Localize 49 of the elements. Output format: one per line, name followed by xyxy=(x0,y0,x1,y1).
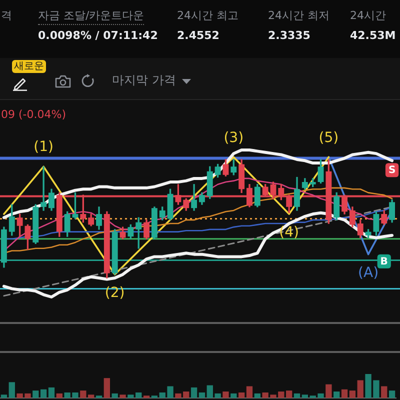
bar xyxy=(0,394,8,398)
bar xyxy=(349,390,356,398)
bar xyxy=(246,386,253,398)
bar xyxy=(302,394,308,398)
annotation: (A) xyxy=(358,264,379,281)
text: 자금 조달/카운트다운 xyxy=(38,9,144,26)
text: 24시간 xyxy=(350,9,386,22)
bar xyxy=(286,390,292,398)
text: 0.0098% / 07:11:42 xyxy=(38,29,158,42)
bar xyxy=(48,387,55,398)
bar xyxy=(120,394,126,398)
text: 격 xyxy=(1,9,12,22)
candlestick xyxy=(40,166,47,211)
text: 42.53M xyxy=(350,29,396,42)
text: 마지막 가격 xyxy=(112,73,176,88)
bar xyxy=(341,389,348,398)
bar xyxy=(198,392,206,398)
annotation: (5) xyxy=(318,130,339,146)
bar xyxy=(190,387,198,398)
bar xyxy=(8,382,15,398)
bar xyxy=(381,386,388,398)
annotation: (4) xyxy=(279,224,299,241)
text: 24시간 최저 xyxy=(268,9,330,22)
annotation: (2) xyxy=(104,285,125,302)
annotation: B xyxy=(380,256,388,268)
bar xyxy=(104,378,110,398)
text: 24시간 최고 xyxy=(177,9,238,22)
chart-title: 09 (-0.04%) xyxy=(1,108,66,122)
bar xyxy=(230,393,237,398)
bar xyxy=(254,393,260,398)
bar xyxy=(32,390,39,398)
text: 2.4552 xyxy=(177,29,220,42)
bar xyxy=(88,394,94,398)
bar xyxy=(238,392,245,398)
bar xyxy=(388,390,396,398)
bar xyxy=(334,392,340,398)
bar xyxy=(222,392,229,398)
annotation: (3) xyxy=(224,130,244,146)
bar xyxy=(40,389,47,398)
bar xyxy=(56,393,62,398)
bar xyxy=(326,384,332,398)
bar xyxy=(80,390,86,398)
annotation: (1) xyxy=(34,139,54,156)
text: 새로운 xyxy=(12,60,46,73)
bar xyxy=(112,393,118,398)
bar xyxy=(357,380,364,398)
bar xyxy=(294,393,300,398)
annotation: S xyxy=(388,165,396,176)
text: 2.3335 xyxy=(268,29,310,42)
